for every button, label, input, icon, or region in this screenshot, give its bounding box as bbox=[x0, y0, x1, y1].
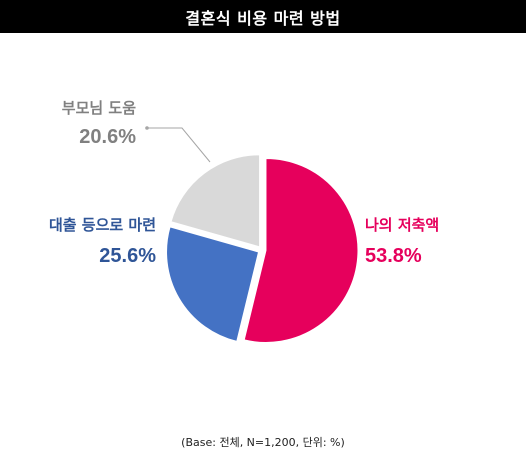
label-savings-name: 나의 저축액 bbox=[365, 216, 439, 234]
title-bar: 결혼식 비용 마련 방법 bbox=[0, 0, 526, 33]
chart-title: 결혼식 비용 마련 방법 bbox=[185, 8, 341, 28]
footnote: (Base: 전체, N=1,200, 단위: %) bbox=[181, 436, 345, 449]
slice-loan bbox=[166, 226, 260, 343]
pie-slices bbox=[166, 154, 359, 343]
label-loan-value: 25.6% bbox=[99, 245, 156, 267]
label-parents-name: 부모님 도움 bbox=[62, 99, 136, 117]
label-parents-value: 20.6% bbox=[79, 126, 136, 148]
label-savings-value: 53.8% bbox=[365, 245, 422, 267]
label-loan-name: 대출 등으로 마련 bbox=[49, 216, 156, 234]
slice-parents bbox=[170, 154, 261, 248]
slice-savings bbox=[243, 157, 359, 343]
leader-line bbox=[147, 127, 211, 163]
